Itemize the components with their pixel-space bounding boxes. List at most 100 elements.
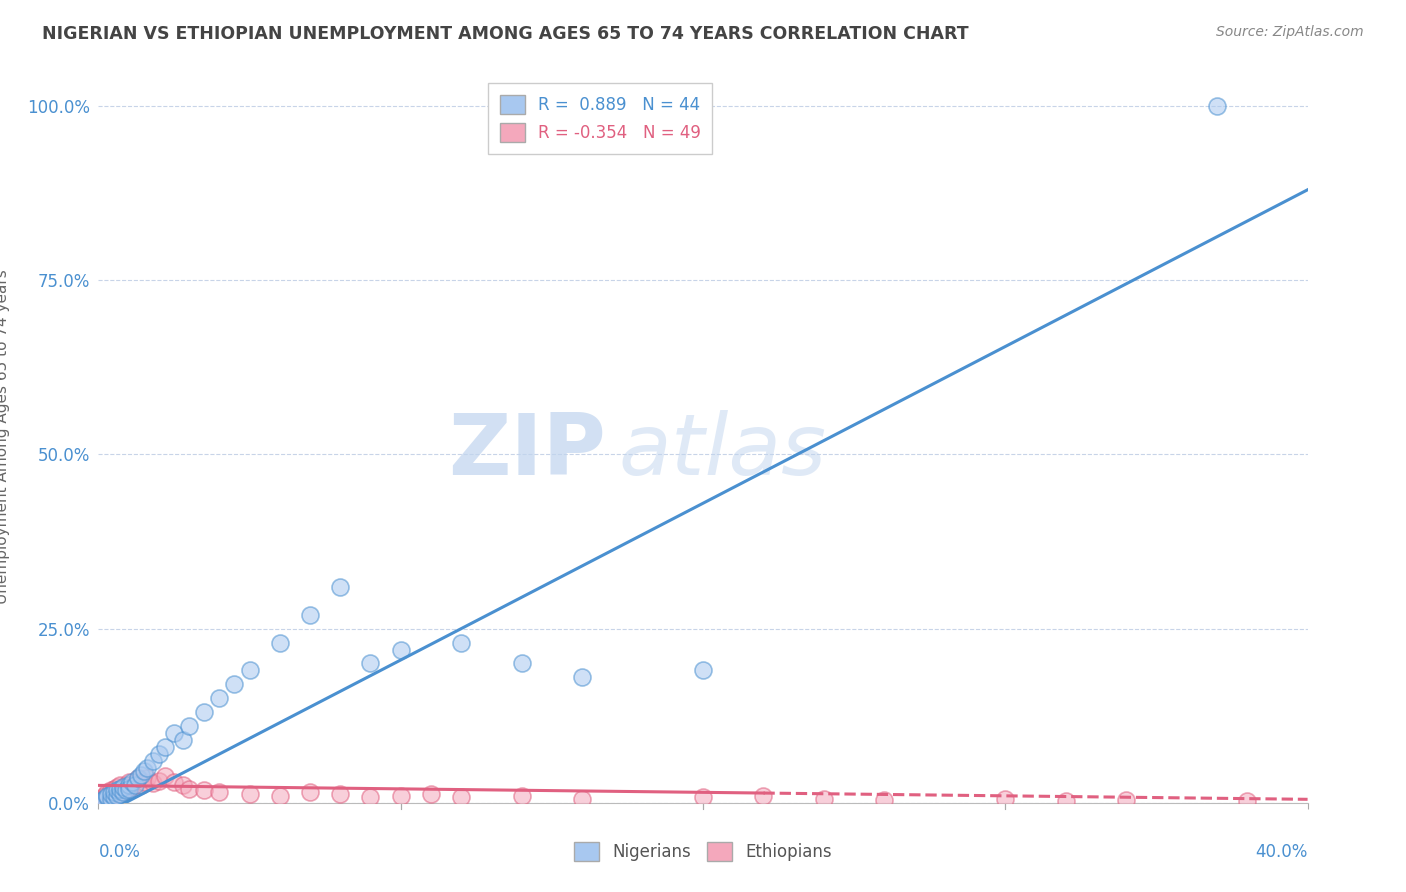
Point [299,607,322,622]
Point [994,792,1017,806]
Point [269,789,291,803]
Point [105,783,128,797]
Point [450,790,472,805]
Point [329,788,352,802]
Point [118,775,141,789]
Point [153,769,176,783]
Point [121,775,143,789]
Text: ZIP: ZIP [449,410,606,493]
Point [100,789,122,803]
Point [132,775,155,789]
Point [360,657,382,671]
Point [111,780,134,795]
Point [90,792,112,806]
Point [96,789,118,803]
Point [172,733,194,747]
Point [208,785,231,799]
Point [111,785,134,799]
Point [389,642,412,657]
Point [269,635,291,649]
Point [103,788,125,802]
Point [193,783,215,797]
Point [96,785,118,799]
Point [105,789,128,803]
Point [239,664,262,678]
Point [1054,794,1077,808]
Point [692,664,714,678]
Point [135,772,157,786]
Point [118,781,141,796]
Point [692,790,714,805]
Point [108,783,131,797]
Point [108,788,131,802]
Point [105,785,128,799]
Point [127,772,149,786]
Point [389,789,412,803]
Text: NIGERIAN VS ETHIOPIAN UNEMPLOYMENT AMONG AGES 65 TO 74 YEARS CORRELATION CHART: NIGERIAN VS ETHIOPIAN UNEMPLOYMENT AMONG… [42,25,969,43]
Point [510,657,533,671]
Point [90,794,112,808]
Point [360,790,382,805]
Point [873,793,896,807]
Point [127,772,149,786]
Point [163,726,186,740]
Point [142,754,165,768]
Point [752,789,775,803]
Point [172,778,194,792]
Point [813,791,835,805]
Point [329,580,352,594]
Point [571,792,593,806]
Text: 40.0%: 40.0% [1256,843,1308,861]
Point [163,775,186,789]
Point [111,781,134,796]
Text: atlas: atlas [619,410,827,493]
Point [114,783,136,797]
Point [100,788,122,802]
Point [93,793,115,807]
Point [571,670,593,684]
Point [148,747,170,761]
Point [179,719,201,733]
Y-axis label: Unemployment Among Ages 65 to 74 years: Unemployment Among Ages 65 to 74 years [0,269,10,605]
Point [103,781,125,796]
Point [121,780,143,795]
Point [129,768,152,782]
Point [208,691,231,706]
Point [93,790,115,805]
Point [148,773,170,788]
Point [108,778,131,792]
Point [224,677,246,691]
Point [1236,794,1258,808]
Point [111,785,134,799]
Point [100,783,122,797]
Point [124,776,146,790]
Point [93,789,115,803]
Point [100,792,122,806]
Point [420,788,443,802]
Point [118,778,141,792]
Point [153,740,176,755]
Point [103,790,125,805]
Point [132,764,155,779]
Point [239,788,262,802]
Point [96,788,118,802]
Point [124,778,146,792]
Point [108,781,131,796]
Text: 0.0%: 0.0% [98,843,141,861]
Point [129,778,152,792]
Point [1115,793,1137,807]
Point [103,785,125,799]
Point [135,761,157,775]
Point [179,781,201,796]
Point [1206,99,1229,113]
Point [114,778,136,792]
Point [510,789,533,803]
Point [193,705,215,719]
Point [105,780,128,795]
Point [299,785,322,799]
Point [142,776,165,790]
Point [93,791,115,805]
Legend: Nigerians, Ethiopians: Nigerians, Ethiopians [567,835,839,868]
Point [450,635,472,649]
Text: Source: ZipAtlas.com: Source: ZipAtlas.com [1216,25,1364,39]
